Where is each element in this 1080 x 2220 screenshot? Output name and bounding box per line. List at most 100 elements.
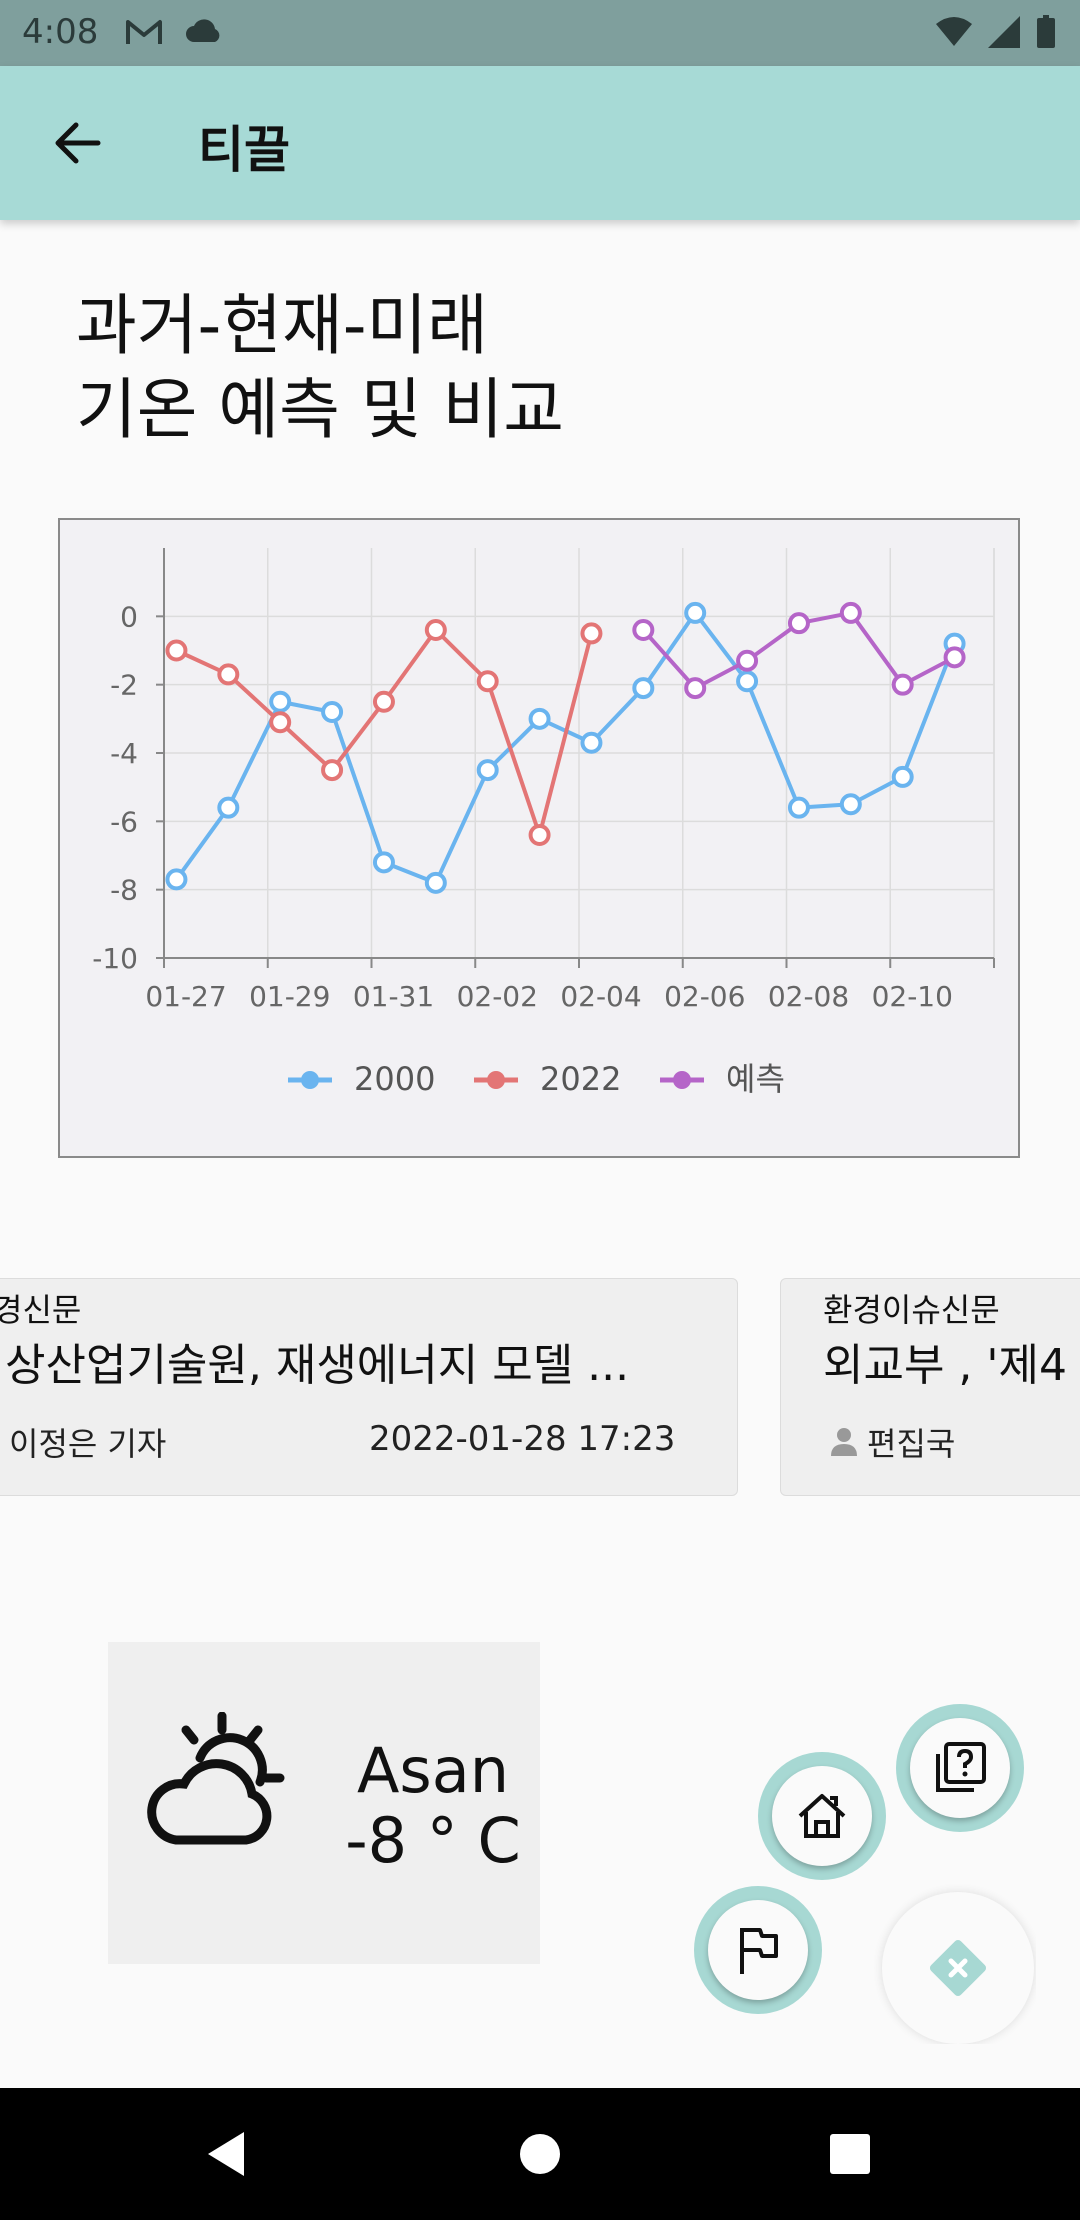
news-source: 경신문	[0, 1291, 82, 1329]
data-point-예측	[787, 612, 810, 635]
x-tick-label: 01-27	[145, 980, 226, 1013]
flag-fab[interactable]	[694, 1886, 822, 2014]
headline-line-2: 기온 예측 및 비교	[76, 371, 564, 448]
weather-temperature: -8 ° C	[345, 1804, 521, 1877]
data-point-2022	[269, 711, 292, 734]
status-time: 4:08	[22, 12, 99, 52]
person-icon	[831, 1428, 857, 1456]
data-point-2000	[476, 759, 499, 782]
news-author-row: 편집국	[829, 1419, 955, 1465]
data-point-2022	[424, 619, 447, 641]
data-point-2022	[580, 622, 603, 645]
news-author: 이정은 기자	[9, 1425, 167, 1463]
data-point-2000	[321, 701, 344, 723]
wifi-icon	[936, 17, 972, 46]
status-notification-icons	[124, 14, 224, 50]
data-point-예측	[943, 646, 966, 669]
y-tick-label: -2	[110, 669, 138, 702]
status-bar: 4:08	[0, 0, 1080, 66]
legend-marker-2022	[487, 1071, 505, 1089]
data-point-2000	[839, 793, 862, 816]
data-point-예측	[839, 601, 862, 624]
y-tick-label: -4	[110, 737, 138, 770]
nav-recents-button[interactable]	[820, 2124, 880, 2184]
data-point-2022	[372, 690, 395, 713]
x-tick-label: 02-02	[457, 980, 538, 1013]
data-point-2000	[787, 796, 810, 819]
close-fab-container	[860, 1880, 1036, 2044]
data-point-2022	[476, 670, 499, 693]
x-tick-label: 01-31	[353, 980, 434, 1013]
y-tick-label: 0	[120, 600, 138, 633]
y-tick-label: -8	[110, 874, 138, 907]
data-point-예측	[632, 619, 655, 641]
news-date: 2022-01-28 17:23	[369, 1419, 676, 1459]
news-source: 환경이슈신문	[823, 1291, 1000, 1329]
data-point-2000	[217, 796, 240, 819]
x-tick-label: 02-10	[872, 980, 953, 1013]
data-point-2000	[372, 851, 395, 874]
nav-back-button[interactable]	[196, 2124, 256, 2184]
data-point-2000	[528, 707, 551, 730]
page-headline: 과거-현재-미래 기온 예측 및 비교	[76, 284, 876, 452]
data-point-예측	[684, 677, 707, 700]
system-nav-bar	[0, 2088, 1080, 2220]
data-point-2022	[217, 663, 240, 686]
data-point-2022	[165, 639, 188, 662]
news-title: 상산업기술원, 재생에너지 모델 ...	[5, 1340, 630, 1391]
legend-marker-2000	[301, 1071, 319, 1089]
x-tick-label: 02-04	[560, 980, 641, 1013]
home-fab[interactable]	[758, 1752, 886, 1880]
help-fab[interactable]	[896, 1704, 1024, 1832]
data-point-2000	[736, 670, 759, 693]
news-title: 외교부 , '제4	[823, 1340, 1067, 1391]
home-icon	[798, 1794, 846, 1838]
flag-icon	[740, 1928, 778, 1974]
x-tick-label: 02-08	[768, 980, 849, 1013]
signal-icon	[988, 16, 1020, 48]
data-point-예측	[891, 673, 914, 696]
app-title: 티끌	[198, 121, 290, 179]
data-point-2000	[580, 731, 603, 754]
x-tick-label: 01-29	[249, 980, 330, 1013]
back-triangle-icon	[208, 2132, 244, 2176]
battery-icon	[1037, 15, 1055, 48]
gmail-icon	[126, 20, 162, 44]
legend-label-2022: 2022	[540, 1060, 621, 1098]
nav-home-button[interactable]	[510, 2124, 570, 2184]
y-tick-label: -6	[110, 805, 138, 838]
headline-line-1: 과거-현재-미래	[76, 287, 488, 364]
close-icon	[929, 1939, 987, 1997]
data-point-2000	[165, 868, 188, 891]
legend-label-예측: 예측	[726, 1060, 785, 1098]
legend-label-2000: 2000	[354, 1060, 435, 1098]
news-card-1[interactable]: 경신문 상산업기술원, 재생에너지 모델 ... 이정은 기자 2022-01-…	[0, 1278, 738, 1496]
data-point-예측	[736, 649, 759, 672]
legend-marker-예측	[673, 1071, 691, 1089]
x-tick-label: 02-06	[664, 980, 745, 1013]
data-point-2000	[891, 765, 914, 788]
back-button[interactable]	[44, 110, 110, 176]
arrow-left-icon	[55, 122, 101, 164]
y-tick-label: -10	[92, 942, 138, 975]
help-icon	[936, 1742, 986, 1792]
data-point-2000	[269, 690, 292, 713]
data-point-2022	[528, 824, 551, 846]
data-point-2022	[321, 759, 344, 782]
cloud-icon	[186, 19, 220, 42]
home-circle-icon	[520, 2134, 560, 2174]
app-bar: 티끌	[0, 66, 1080, 220]
news-author: 편집국	[867, 1425, 956, 1463]
status-system-icons	[934, 14, 1058, 50]
data-point-2000	[424, 871, 447, 894]
weather-city: Asan	[356, 1734, 509, 1807]
close-fab[interactable]	[882, 1892, 1034, 2044]
news-card-2[interactable]: 환경이슈신문 외교부 , '제4 편집국	[780, 1278, 1080, 1496]
data-point-2000	[632, 677, 655, 700]
data-point-2000	[684, 601, 707, 624]
partly-cloudy-icon	[147, 1712, 285, 1845]
recents-square-icon	[830, 2134, 870, 2174]
temperature-chart: 0 -2 -4 -6 -8 -10 01-27 01-29 01-31 02-02 02-04 02-…	[58, 518, 1020, 1158]
weather-card[interactable]: Asan -8 ° C	[108, 1642, 540, 1964]
